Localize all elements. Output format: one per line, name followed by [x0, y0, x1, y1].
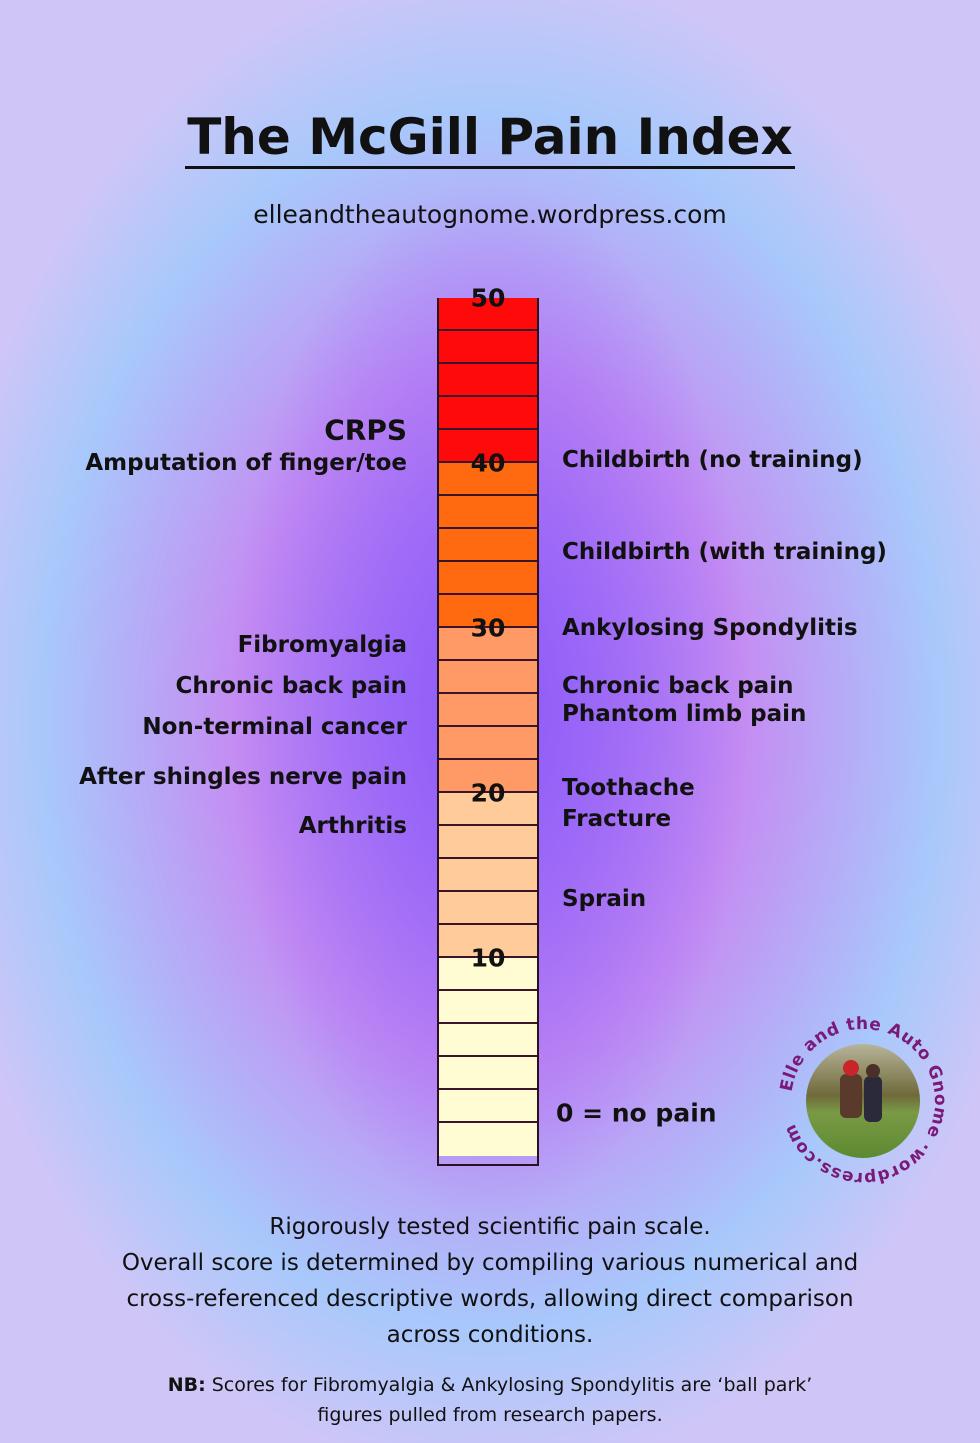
page-title: The McGill Pain Index: [0, 108, 980, 169]
footer-line-3: cross-referenced descriptive words, allo…: [126, 1286, 854, 1312]
scale-segment: [439, 331, 537, 364]
blog-logo: Elle and the Auto Gnome ·wordpress.com: [778, 1016, 948, 1186]
right-condition-label: Phantom limb pain: [562, 700, 807, 727]
scale-segment: [439, 859, 537, 892]
scale-segment: [439, 562, 537, 595]
scale-segment: [439, 661, 537, 694]
right-condition-label: Fracture: [562, 806, 672, 833]
scale-segment: [439, 694, 537, 727]
right-condition-label: Ankylosing Spondylitis: [562, 615, 858, 641]
scale-segment: [439, 463, 537, 496]
scale-tick-label: 40: [470, 448, 506, 478]
right-condition-label: 0 = no pain: [556, 1098, 717, 1128]
scale-segment: [439, 496, 537, 529]
scale-segment: [439, 1024, 537, 1057]
right-condition-label: Chronic back pain: [562, 672, 794, 699]
scale-segment: [439, 298, 537, 331]
footer-line-1: Rigorously tested scientific pain scale.: [269, 1214, 711, 1240]
scale-segment: [439, 892, 537, 925]
scale-segment: [439, 628, 537, 661]
scale-tick-label: 20: [470, 778, 506, 808]
right-condition-label: Childbirth (no training): [562, 446, 863, 473]
left-condition-label: Arthritis: [298, 813, 407, 839]
scale-segment: [439, 991, 537, 1024]
scale-segment: [439, 727, 537, 760]
right-condition-label: Toothache: [562, 775, 695, 802]
pain-scale-bar: [437, 298, 539, 1166]
right-condition-label: Childbirth (with training): [562, 539, 887, 566]
title-text: The McGill Pain Index: [185, 108, 795, 169]
scale-segment: [439, 364, 537, 397]
left-condition-label: After shingles nerve pain: [79, 763, 407, 790]
logo-photo: [806, 1044, 920, 1158]
right-condition-label: Sprain: [562, 885, 647, 912]
footer-line-2: Overall score is determined by compiling…: [121, 1250, 859, 1276]
scale-segment: [439, 1057, 537, 1090]
scale-tick-label: 10: [470, 943, 506, 973]
nb-note-line-2: figures pulled from research papers.: [317, 1404, 663, 1426]
scale-segment: [439, 760, 537, 793]
scale-segment: [439, 826, 537, 859]
scale-tick-label: 50: [470, 283, 506, 313]
scale-segment: [439, 529, 537, 562]
nb-text: Scores for Fibromyalgia & Ankylosing Spo…: [205, 1374, 813, 1396]
left-condition-label: Amputation of finger/toe: [85, 450, 407, 476]
nb-note: NB: Scores for Fibromyalgia & Ankylosing…: [0, 1370, 980, 1400]
left-condition-label: CRPS: [324, 413, 407, 447]
left-condition-label: Chronic back pain: [175, 672, 407, 699]
scale-segment: [439, 793, 537, 826]
scale-segment: [439, 430, 537, 463]
scale-tick-label: 30: [470, 613, 506, 643]
site-url: elleandtheautognome.wordpress.com: [253, 200, 727, 229]
scale-segment: [439, 1123, 537, 1156]
scale-segment: [439, 925, 537, 958]
nb-label: NB:: [167, 1374, 206, 1396]
left-condition-label: Non-terminal cancer: [142, 714, 407, 740]
scale-segment: [439, 595, 537, 628]
scale-segment: [439, 397, 537, 430]
footer-line-4: across conditions.: [386, 1322, 594, 1348]
scale-segment: [439, 958, 537, 991]
scale-segment: [439, 1090, 537, 1123]
left-condition-label: Fibromyalgia: [237, 631, 407, 658]
